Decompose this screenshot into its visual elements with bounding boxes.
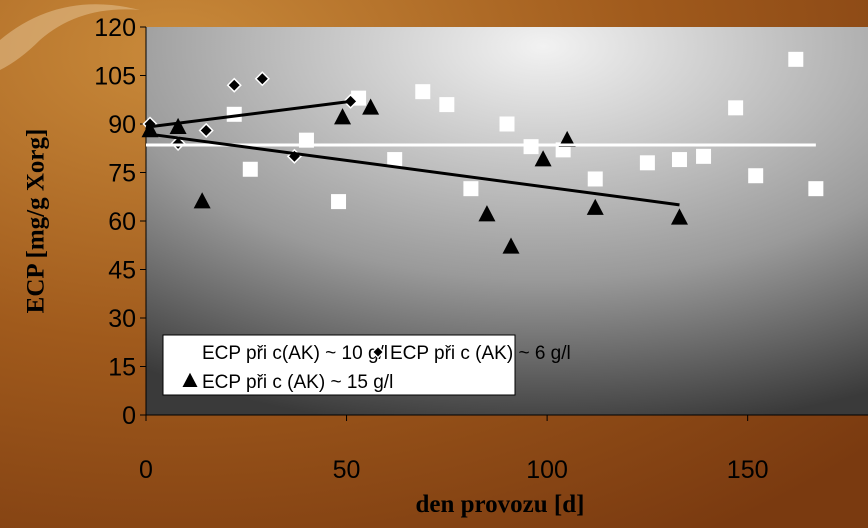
point (672, 152, 687, 167)
legend-marker (184, 346, 197, 359)
x-tick-label: 100 (526, 456, 568, 484)
x-tick-label: 150 (727, 456, 769, 484)
y-tick-label: 60 (108, 208, 136, 236)
y-tick-label: 15 (108, 354, 136, 382)
point (588, 171, 603, 186)
point (640, 155, 655, 170)
legend-label: ECP při c (AK) ~ 6 g/l (390, 343, 571, 364)
point (243, 162, 258, 177)
point (524, 139, 539, 154)
point (808, 181, 823, 196)
point (463, 181, 478, 196)
point (748, 168, 763, 183)
page: {"chart_data": {"type": "scatter", "xlab… (0, 0, 868, 528)
x-tick-label: 0 (139, 456, 153, 484)
x-axis-title: den provozu [d] (415, 491, 584, 518)
chart: den provozu [d] ECP [mg/g Xorg] 0 15 30 45 6… (0, 0, 868, 528)
point (331, 194, 346, 209)
y-tick-label: 45 (108, 257, 136, 285)
y-tick-label: 120 (94, 14, 136, 42)
y-axis-title: ECP [mg/g Xorg] (23, 129, 50, 314)
legend-label: ECP při c(AK) ~ 10 g/l (202, 343, 388, 364)
y-tick-label: 0 (122, 402, 136, 430)
point (696, 149, 711, 164)
x-tick-label: 50 (333, 456, 361, 484)
point (728, 100, 743, 115)
y-tick-label: 105 (94, 63, 136, 91)
point (415, 84, 430, 99)
y-tick-label: 75 (108, 160, 136, 188)
y-tick-label: 90 (108, 111, 136, 139)
y-tick-label: 30 (108, 305, 136, 333)
point (500, 117, 515, 132)
legend-label: ECP při c (AK) ~ 15 g/l (202, 372, 393, 393)
point (788, 52, 803, 67)
point (439, 97, 454, 112)
